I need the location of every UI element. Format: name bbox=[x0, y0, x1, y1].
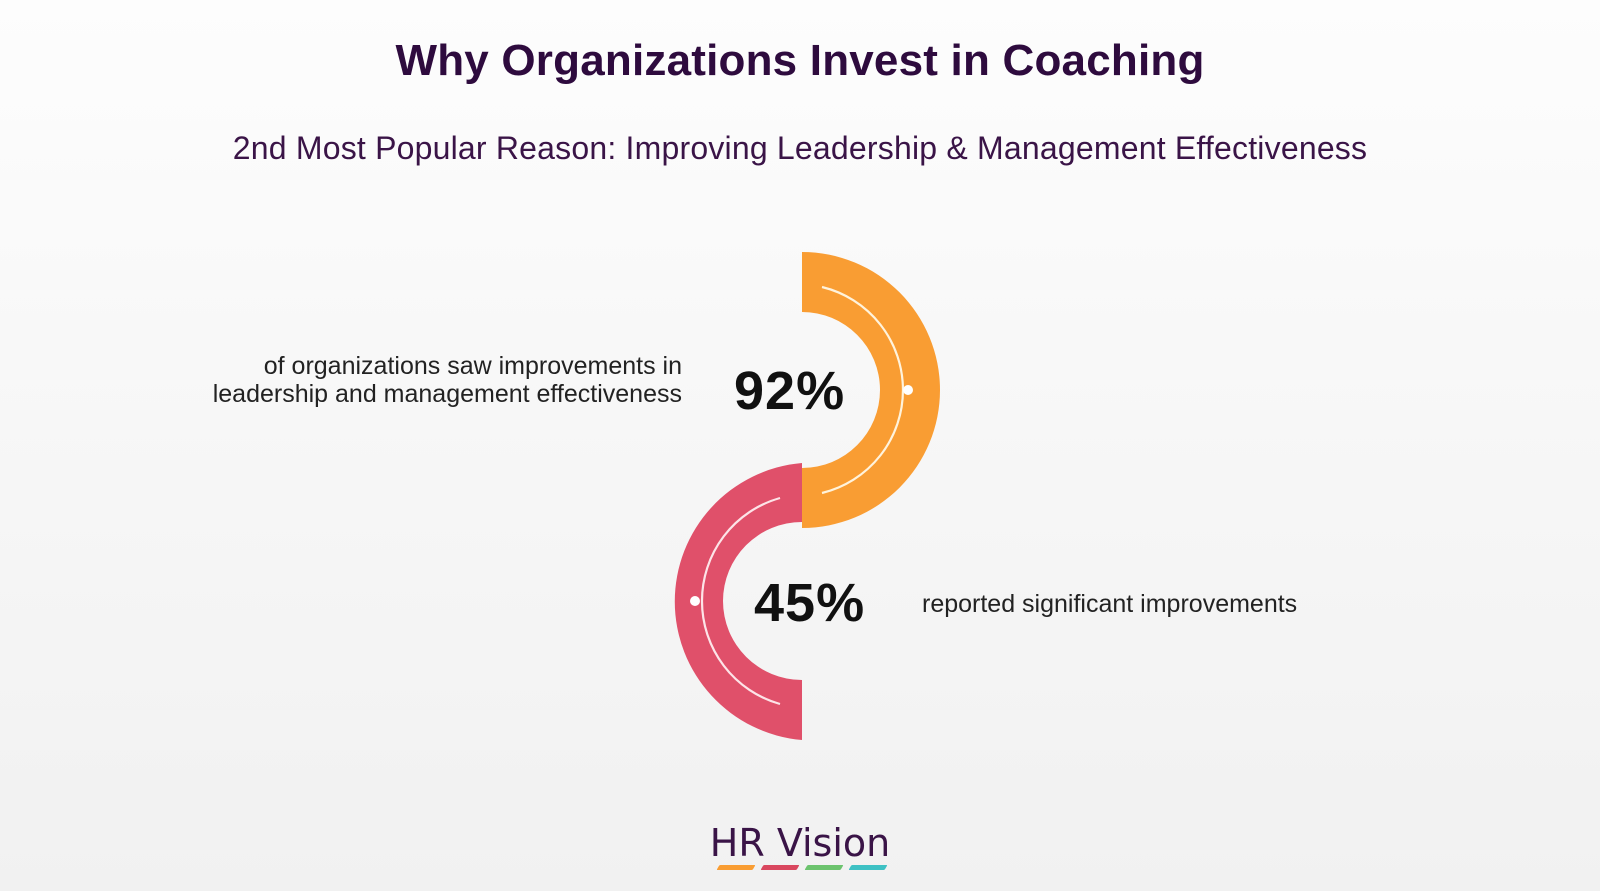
stat-2-value: 45% bbox=[754, 573, 866, 633]
page-subtitle: 2nd Most Popular Reason: Improving Leade… bbox=[232, 130, 1368, 166]
stat-1-description-line1: of organizations saw improvements in bbox=[263, 352, 682, 380]
orange-arc-dot bbox=[903, 385, 913, 395]
red-arc-dot bbox=[690, 596, 700, 606]
red-arc-line bbox=[700, 496, 781, 706]
red-arc bbox=[674, 463, 802, 740]
logo-bar-teal bbox=[848, 865, 888, 870]
stat-1-description-line2: leadership and management effectiveness bbox=[212, 380, 682, 408]
logo-bar-orange bbox=[716, 865, 756, 870]
stat-1-value: 92% bbox=[734, 361, 846, 421]
logo-bar-green bbox=[804, 865, 844, 870]
orange-arc-line bbox=[821, 285, 904, 495]
page-title: Why Organizations Invest in Coaching bbox=[395, 36, 1205, 85]
stat-2-description: reported significant improvements bbox=[922, 590, 1298, 618]
hr-vision-logo: HR Vision bbox=[709, 821, 891, 865]
stat-1-description: of organizations saw improvements in lea… bbox=[82, 352, 682, 408]
logo-bar-red bbox=[760, 865, 800, 870]
orange-arc bbox=[802, 252, 940, 528]
logo-color-bars bbox=[716, 865, 888, 870]
